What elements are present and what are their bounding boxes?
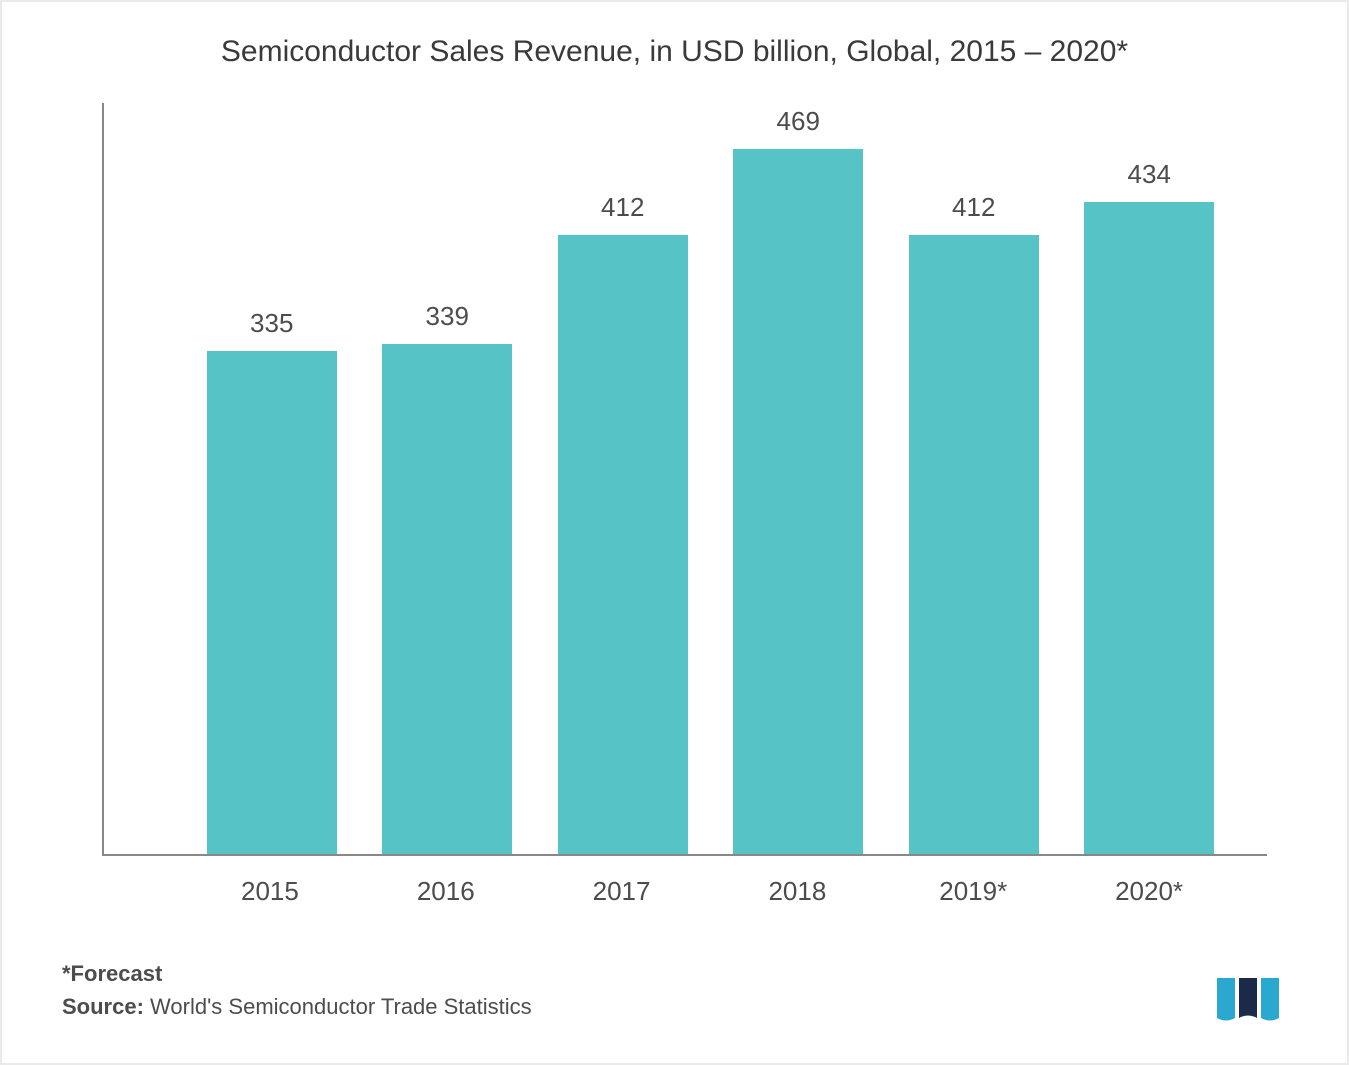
bar-value-label: 412 [952, 192, 995, 223]
bar [207, 351, 337, 855]
logo-bar-1 [1217, 978, 1235, 1021]
source-text: World's Semiconductor Trade Statistics [150, 994, 532, 1019]
bar [1084, 202, 1214, 854]
logo-icon [1217, 973, 1287, 1023]
bar [909, 235, 1039, 854]
x-axis-label: 2017 [534, 876, 710, 907]
source-label: Source: [62, 994, 144, 1019]
bar-value-label: 434 [1128, 159, 1171, 190]
bar-group: 412 [535, 103, 711, 855]
x-axis-label: 2020* [1061, 876, 1237, 907]
forecast-note: *Forecast [62, 957, 532, 990]
logo-bar-3 [1261, 978, 1279, 1021]
bar-group: 339 [360, 103, 536, 855]
x-axis-label: 2016 [358, 876, 534, 907]
x-axis: 20152016201720182019*2020* [102, 856, 1267, 907]
x-axis-label: 2019* [885, 876, 1061, 907]
bar-group: 335 [184, 103, 360, 855]
bar [382, 344, 512, 854]
chart-area: 335 339 412 469 412 434 20152016201720182019*… [52, 103, 1297, 908]
x-axis-label: 2018 [709, 876, 885, 907]
bar-group: 434 [1062, 103, 1238, 855]
bar-value-label: 335 [250, 308, 293, 339]
chart-title: Semiconductor Sales Revenue, in USD bill… [52, 32, 1297, 73]
bar-value-label: 339 [426, 301, 469, 332]
bar-value-label: 412 [601, 192, 644, 223]
logo-bar-2 [1239, 978, 1257, 1018]
bar-group: 469 [711, 103, 887, 855]
source-line: Source: World's Semiconductor Trade Stat… [62, 990, 532, 1023]
bar [733, 149, 863, 854]
x-axis-label: 2015 [182, 876, 358, 907]
chart-container: Semiconductor Sales Revenue, in USD bill… [0, 0, 1349, 1065]
bar-group: 412 [886, 103, 1062, 855]
plot-area: 335 339 412 469 412 434 [102, 103, 1267, 857]
footnotes: *Forecast Source: World's Semiconductor … [62, 957, 532, 1023]
chart-footer: *Forecast Source: World's Semiconductor … [52, 957, 1297, 1023]
bar-value-label: 469 [777, 106, 820, 137]
bar [558, 235, 688, 854]
